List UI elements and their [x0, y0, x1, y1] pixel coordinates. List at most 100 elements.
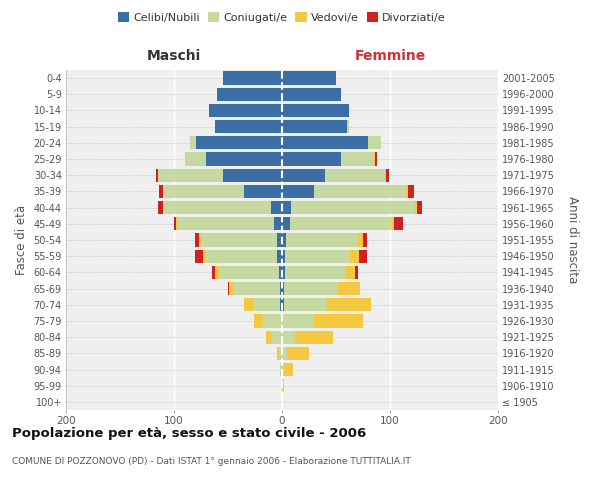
Bar: [359, 250, 367, 263]
Bar: [374, 152, 375, 166]
Bar: [338, 282, 360, 295]
Bar: [277, 234, 282, 246]
Bar: [263, 314, 282, 328]
Bar: [190, 136, 196, 149]
Bar: [155, 168, 158, 182]
Bar: [279, 346, 282, 360]
Bar: [159, 185, 163, 198]
Bar: [341, 152, 374, 166]
Bar: [282, 185, 314, 198]
Bar: [223, 72, 282, 85]
Bar: [244, 185, 282, 198]
Bar: [282, 282, 284, 295]
Bar: [282, 152, 341, 166]
Bar: [282, 250, 285, 263]
Y-axis label: Anni di nascita: Anni di nascita: [566, 196, 579, 284]
Bar: [282, 72, 336, 85]
Bar: [282, 298, 284, 312]
Bar: [314, 185, 406, 198]
Bar: [185, 152, 206, 166]
Bar: [285, 250, 350, 263]
Text: Femmine: Femmine: [355, 48, 425, 62]
Bar: [194, 234, 199, 246]
Bar: [203, 250, 206, 263]
Bar: [280, 363, 282, 376]
Bar: [174, 217, 176, 230]
Text: Maschi: Maschi: [147, 48, 201, 62]
Bar: [314, 314, 363, 328]
Bar: [235, 282, 280, 295]
Bar: [282, 234, 286, 246]
Bar: [215, 266, 220, 279]
Bar: [344, 266, 355, 279]
Bar: [284, 298, 328, 312]
Bar: [356, 234, 363, 246]
Bar: [415, 201, 417, 214]
Bar: [282, 314, 314, 328]
Y-axis label: Fasce di età: Fasce di età: [15, 205, 28, 275]
Bar: [282, 266, 285, 279]
Text: Popolazione per età, sesso e stato civile - 2006: Popolazione per età, sesso e stato civil…: [12, 428, 366, 440]
Bar: [194, 250, 203, 263]
Bar: [220, 266, 279, 279]
Bar: [355, 266, 358, 279]
Bar: [282, 363, 284, 376]
Bar: [409, 185, 414, 198]
Bar: [282, 88, 341, 101]
Bar: [271, 330, 282, 344]
Bar: [282, 120, 347, 134]
Bar: [266, 330, 271, 344]
Bar: [282, 104, 349, 117]
Bar: [286, 234, 356, 246]
Bar: [290, 217, 392, 230]
Bar: [177, 217, 274, 230]
Bar: [406, 185, 409, 198]
Bar: [282, 379, 284, 392]
Bar: [223, 168, 282, 182]
Bar: [253, 298, 280, 312]
Bar: [282, 201, 290, 214]
Bar: [328, 298, 371, 312]
Bar: [290, 201, 415, 214]
Bar: [287, 346, 309, 360]
Bar: [244, 298, 253, 312]
Bar: [217, 88, 282, 101]
Bar: [280, 298, 282, 312]
Bar: [196, 136, 282, 149]
Bar: [347, 120, 349, 134]
Bar: [282, 136, 368, 149]
Bar: [212, 266, 215, 279]
Bar: [385, 168, 386, 182]
Bar: [158, 201, 163, 214]
Bar: [176, 217, 177, 230]
Bar: [350, 250, 359, 263]
Bar: [206, 152, 282, 166]
Bar: [277, 250, 282, 263]
Bar: [363, 234, 367, 246]
Text: COMUNE DI POZZONOVO (PD) - Dati ISTAT 1° gennaio 2006 - Elaborazione TUTTITALIA.: COMUNE DI POZZONOVO (PD) - Dati ISTAT 1°…: [12, 458, 411, 466]
Bar: [201, 234, 277, 246]
Bar: [279, 266, 282, 279]
Bar: [215, 120, 282, 134]
Bar: [277, 346, 279, 360]
Legend: Celibi/Nubili, Coniugati/e, Vedovi/e, Divorziati/e: Celibi/Nubili, Coniugati/e, Vedovi/e, Di…: [114, 8, 450, 28]
Bar: [394, 217, 403, 230]
Bar: [392, 217, 394, 230]
Bar: [163, 201, 271, 214]
Bar: [254, 314, 263, 328]
Bar: [206, 250, 277, 263]
Bar: [375, 152, 377, 166]
Bar: [228, 282, 229, 295]
Bar: [280, 282, 282, 295]
Bar: [209, 104, 282, 117]
Bar: [229, 282, 235, 295]
Bar: [274, 217, 282, 230]
Bar: [282, 168, 325, 182]
Bar: [386, 168, 389, 182]
Bar: [282, 346, 287, 360]
Bar: [271, 201, 282, 214]
Bar: [199, 234, 201, 246]
Bar: [417, 201, 422, 214]
Bar: [282, 217, 290, 230]
Bar: [295, 330, 333, 344]
